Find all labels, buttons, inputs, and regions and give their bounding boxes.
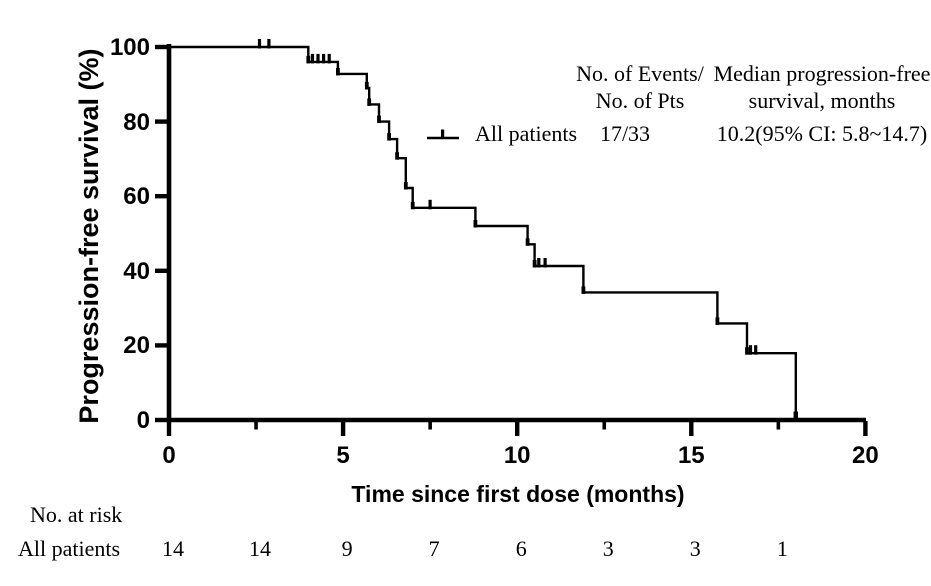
y-tick-label: 40: [123, 257, 150, 285]
median-column-header: Median progression-free survival, months: [692, 60, 931, 114]
events-value: 17/33: [599, 121, 651, 146]
risk-table-title: No. at risk: [30, 502, 123, 527]
events-column-header: No. of Events/ No. of Pts: [510, 60, 770, 114]
event-corner-marks: [306, 55, 798, 419]
y-axis-ticks: [155, 44, 167, 423]
risk-count: 7: [428, 536, 440, 561]
y-tick-label: 100: [109, 34, 150, 61]
risk-count: 9: [341, 536, 353, 561]
y-tick-label: 80: [123, 108, 150, 136]
risk-count: 3: [602, 536, 614, 561]
events-header-line2: No. of Pts: [595, 88, 685, 113]
risk-row-label: All patients: [18, 536, 121, 561]
x-axis-title: Time since first dose (months): [351, 481, 685, 507]
x-tick-label: 10: [503, 442, 531, 469]
x-tick-label: 0: [162, 442, 176, 469]
y-axis-title: Progression-free survival (%): [74, 48, 104, 424]
legend-series-label: All patients: [475, 121, 578, 146]
median-value: 10.2(95% CI: 5.8~14.7): [716, 121, 928, 146]
risk-count: 14: [162, 536, 184, 561]
y-tick-label: 0: [136, 407, 150, 434]
events-header-line1: No. of Events/: [576, 61, 704, 86]
x-axis-ticks: [166, 421, 868, 436]
risk-count: 6: [515, 536, 527, 561]
y-tick-label: 60: [123, 183, 150, 211]
x-tick-label: 20: [852, 442, 879, 469]
x-tick-label: 5: [336, 442, 350, 469]
risk-count: 14: [249, 536, 272, 561]
risk-count: 1: [776, 536, 788, 561]
x-tick-label: 15: [677, 442, 705, 469]
censor-tick-marks: [257, 39, 758, 355]
axes: [166, 44, 866, 423]
median-header-line2: survival, months: [748, 88, 896, 113]
median-header-line1: Median progression-free: [713, 61, 931, 86]
legend-censor-tick-icon: [441, 129, 445, 139]
legend-marker: [427, 129, 459, 140]
y-tick-label: 20: [123, 332, 150, 360]
risk-count: 3: [689, 536, 701, 561]
